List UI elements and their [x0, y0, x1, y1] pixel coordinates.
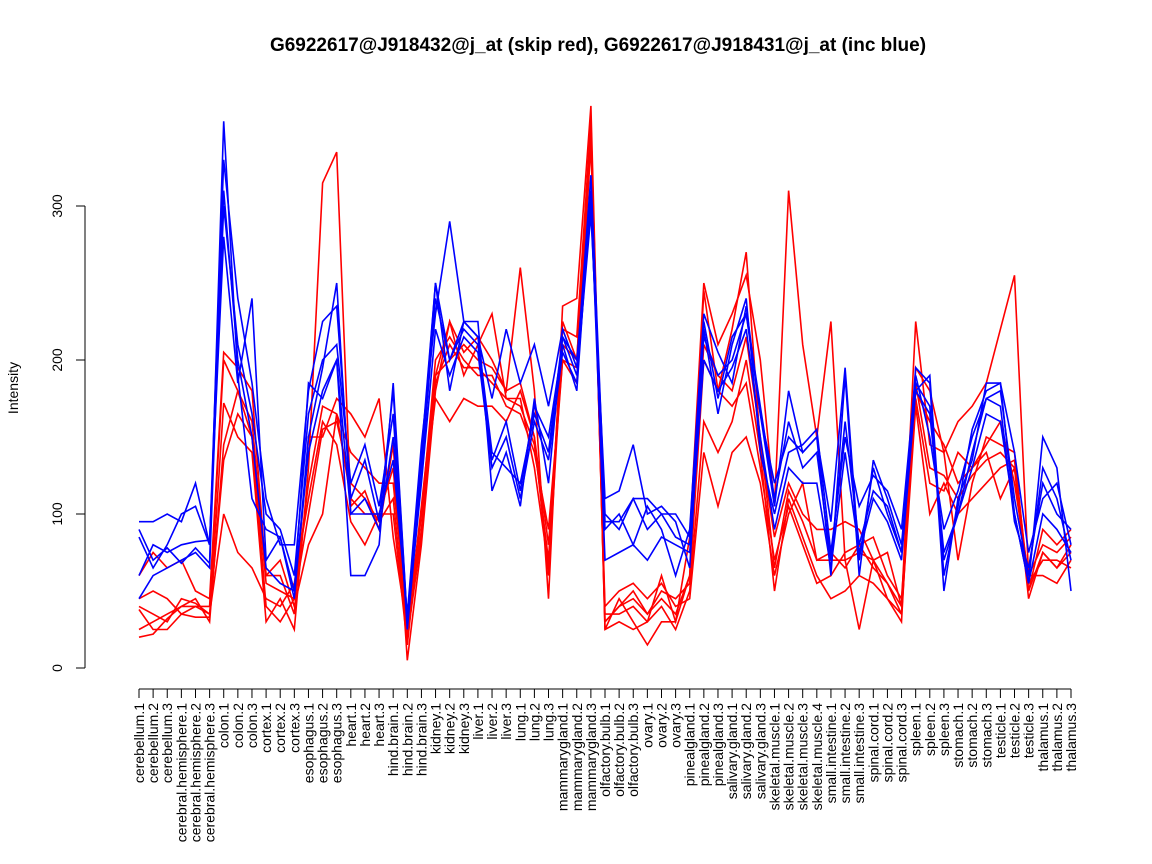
x-tick-label: olfactory.bulb.2 — [611, 703, 627, 797]
x-tick-label: ovary.1 — [639, 703, 655, 748]
x-tick-label: testicle.1 — [992, 703, 1008, 758]
x-tick-label: ovary.2 — [653, 703, 669, 748]
x-tick-label: spinal.cord.1 — [865, 703, 881, 783]
plot-area — [138, 105, 1072, 661]
x-tick-label: small.intestine.3 — [851, 703, 867, 804]
x-tick-label: lung.3 — [541, 703, 557, 741]
x-tick-label: olfactory.bulb.3 — [625, 703, 641, 797]
x-tick-label: heart.1 — [343, 703, 359, 747]
x-tick-label: heart.2 — [357, 703, 373, 747]
x-tick-label: pinealgland.3 — [710, 703, 726, 787]
x-tick-label: stomach.2 — [964, 703, 980, 768]
x-axis: cerebellum.1cerebellum.2cerebellum.3cere… — [131, 688, 1079, 843]
x-tick-label: liver.1 — [470, 703, 486, 740]
x-tick-label: cortex.2 — [272, 703, 288, 753]
x-tick-label: cerebellum.1 — [131, 703, 147, 783]
y-axis-label: Intensity — [5, 362, 21, 414]
x-tick-label: pinealgland.2 — [696, 703, 712, 787]
x-tick-label: salivary.gland.1 — [724, 703, 740, 799]
x-tick-label: testicle.3 — [1021, 703, 1037, 758]
x-tick-label: lung.2 — [526, 703, 542, 741]
x-tick-label: kidney.1 — [428, 703, 444, 754]
y-axis: 0 100 200 300 — [49, 194, 86, 672]
x-tick-label: colon.2 — [230, 703, 246, 748]
x-tick-label: cerebral.hemisphere.2 — [187, 703, 203, 843]
y-tick-label: 0 — [49, 664, 65, 672]
x-tick-label: esophagus.1 — [300, 703, 316, 783]
x-tick-label: kidney.2 — [442, 703, 458, 754]
x-tick-label: thalamus.2 — [1049, 703, 1065, 772]
x-tick-label: spleen.1 — [908, 703, 924, 756]
x-tick-label: colon.1 — [216, 703, 232, 748]
x-tick-label: olfactory.bulb.1 — [597, 703, 613, 797]
x-tick-label: kidney.3 — [456, 703, 472, 754]
x-tick-label: small.intestine.1 — [823, 703, 839, 804]
x-tick-label: cerebral.hemisphere.3 — [202, 703, 218, 843]
y-tick-label: 300 — [49, 194, 65, 218]
x-tick-label: spinal.cord.2 — [879, 703, 895, 783]
x-tick-label: thalamus.1 — [1035, 703, 1051, 772]
x-tick-label: colon.3 — [244, 703, 260, 748]
x-tick-label: mammarygland.1 — [555, 703, 571, 811]
x-tick-label: esophagus.2 — [315, 703, 331, 783]
x-tick-label: esophagus.3 — [329, 703, 345, 783]
x-tick-label: mammarygland.2 — [569, 703, 585, 811]
x-tick-label: skeletal.muscle.1 — [766, 703, 782, 811]
x-tick-label: pinealgland.1 — [682, 703, 698, 787]
x-tick-label: hind.brain.2 — [399, 703, 415, 776]
x-tick-label: salivary.gland.3 — [752, 703, 768, 799]
x-tick-label: stomach.1 — [950, 703, 966, 768]
series-line-blue — [138, 190, 1072, 630]
x-tick-label: ovary.3 — [668, 703, 684, 748]
x-tick-label: skeletal.muscle.3 — [795, 703, 811, 811]
x-tick-label: hind.brain.1 — [385, 703, 401, 776]
series-line-blue — [139, 159, 1072, 622]
x-tick-label: cerebellum.3 — [159, 703, 175, 783]
x-tick-label: spleen.3 — [936, 703, 952, 756]
x-tick-label: lung.1 — [512, 703, 528, 741]
y-tick-label: 200 — [49, 348, 65, 372]
x-tick-label: heart.3 — [371, 703, 387, 747]
x-tick-label: stomach.3 — [978, 703, 994, 768]
x-tick-label: hind.brain.3 — [413, 703, 429, 776]
chart-title: G6922617@J918432@j_at (skip red), G69226… — [270, 35, 926, 56]
x-tick-label: spleen.2 — [922, 703, 938, 756]
x-tick-label: liver.3 — [498, 703, 514, 740]
series-line-red — [138, 121, 1072, 631]
x-tick-label: testicle.2 — [1007, 703, 1023, 758]
x-tick-label: cortex.1 — [258, 703, 274, 753]
series-line-blue — [138, 190, 1072, 622]
x-tick-label: small.intestine.2 — [837, 703, 853, 804]
x-tick-label: thalamus.3 — [1063, 703, 1079, 772]
x-tick-label: spinal.cord.3 — [894, 703, 910, 783]
x-tick-label: salivary.gland.2 — [738, 703, 754, 799]
x-tick-label: liver.2 — [484, 703, 500, 740]
x-tick-label: cerebellum.2 — [145, 703, 161, 783]
x-tick-label: skeletal.muscle.2 — [781, 703, 797, 811]
x-tick-label: skeletal.muscle.4 — [809, 703, 825, 811]
y-tick-label: 100 — [49, 502, 65, 526]
x-tick-label: cerebral.hemisphere.1 — [173, 703, 189, 843]
x-tick-label: cortex.3 — [286, 703, 302, 753]
series-line-red — [138, 105, 1072, 661]
x-tick-label: mammarygland.3 — [583, 703, 599, 811]
